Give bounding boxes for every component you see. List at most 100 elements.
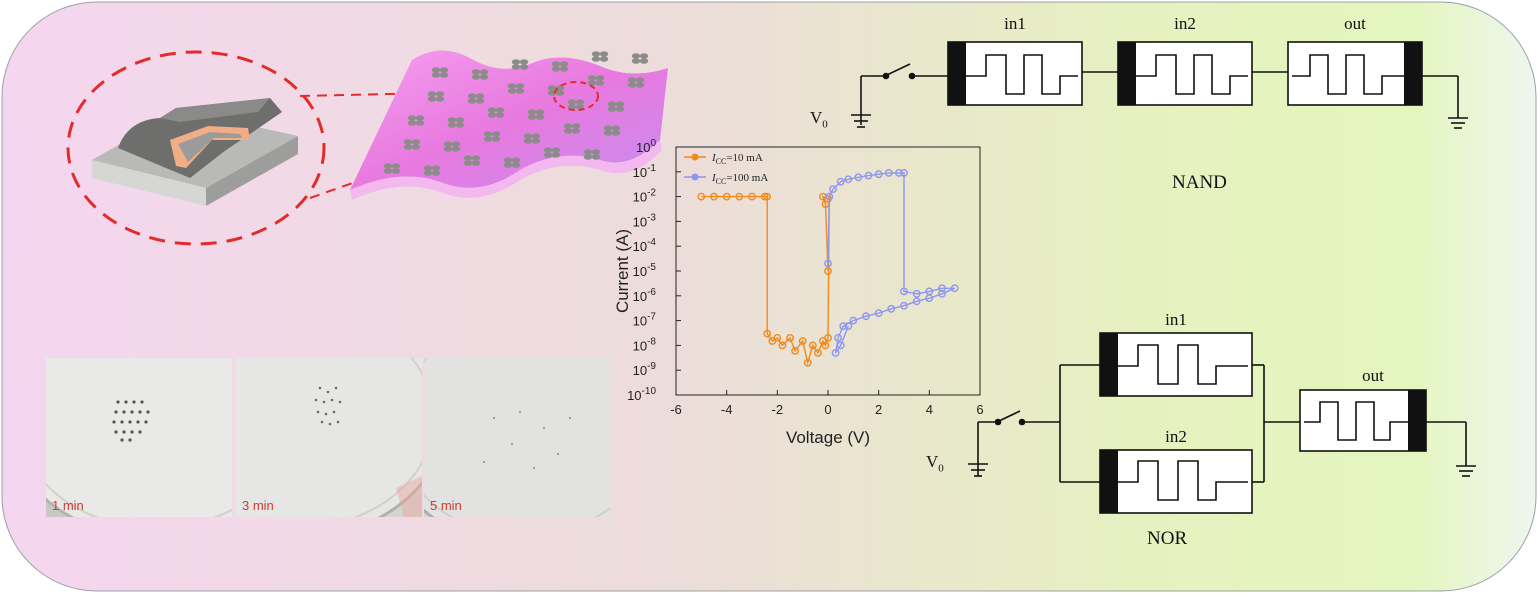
y-axis-title: Current (A): [613, 229, 632, 313]
data-point: [748, 192, 756, 201]
array-device: [487, 107, 505, 118]
array-device: [503, 157, 521, 168]
nand-source-label: V0: [810, 108, 828, 131]
data-point: [831, 348, 840, 357]
nor-circuit: [968, 364, 1476, 483]
array-device: [587, 75, 605, 86]
data-point: [763, 192, 772, 201]
data-point: [839, 322, 848, 330]
data-point: [722, 192, 731, 201]
data-point: [950, 284, 959, 293]
data-point: [900, 168, 908, 177]
dissolution-photo-2: 3 min: [236, 358, 422, 517]
x-tick-label: -6: [670, 402, 682, 417]
array-device: [591, 51, 609, 62]
photo-time-label: 1 min: [52, 498, 84, 513]
y-tick-label: 10-9: [633, 361, 657, 378]
array-device: [443, 141, 461, 152]
array-device: [427, 91, 445, 102]
y-tick-label: 10-7: [633, 312, 657, 329]
array-device: [627, 77, 645, 88]
photo-time-label: 3 min: [242, 498, 274, 513]
y-tick-label: 10-4: [633, 237, 657, 254]
y-tick-label: 10-2: [633, 188, 657, 205]
nor-title: NOR: [1147, 528, 1188, 549]
array-device: [423, 165, 441, 176]
data-point: [836, 341, 845, 350]
nor-gate-in2: [1099, 449, 1253, 514]
x-tick-label: 2: [875, 402, 882, 417]
nor-in1-label: in1: [1165, 310, 1187, 329]
array-device: [527, 109, 545, 120]
data-point: [798, 337, 807, 345]
array-device: [403, 139, 421, 150]
data-point: [825, 192, 834, 201]
data-point: [874, 309, 883, 317]
data-point: [760, 192, 769, 201]
data-point: [834, 333, 842, 342]
data-point: [884, 168, 893, 177]
nor-in2-label: in2: [1165, 427, 1187, 446]
data-point: [912, 297, 921, 306]
nand-gate-in2: [1117, 41, 1253, 106]
data-point: [803, 358, 812, 367]
iv-chart: -6 -4 -2 0 2 4 6 100 10-1 10-2 10-3 10-4 10-5 10-6 10-…: [613, 138, 984, 447]
y-tick-label: 100: [636, 138, 656, 155]
x-tick-label: 4: [926, 402, 933, 417]
data-point: [697, 192, 706, 201]
dissolution-photo-3: 5 min: [424, 358, 610, 517]
data-point: [862, 312, 870, 321]
nor-gate-in1: [1099, 332, 1253, 397]
nand-title: NAND: [1172, 172, 1227, 193]
photo-time-label: 5 min: [430, 498, 462, 513]
nor-gate-out: [1299, 389, 1427, 452]
array-device: [543, 147, 561, 158]
data-point: [808, 341, 817, 350]
array-device: [631, 53, 649, 64]
array-device: [563, 123, 581, 134]
data-point: [778, 341, 787, 350]
data-point: [874, 170, 883, 179]
data-point: [925, 294, 934, 303]
array-device: [507, 83, 525, 94]
data-point: [710, 192, 718, 201]
zoom-circle: [66, 50, 326, 246]
data-point: [844, 322, 853, 330]
nand-in1-label: in1: [1004, 14, 1026, 33]
data-point: [821, 341, 830, 350]
data-point: [735, 192, 744, 201]
y-tick-label: 10-3: [633, 212, 657, 229]
data-point: [786, 333, 794, 342]
data-point: [836, 177, 845, 186]
y-tick-label: 10-5: [633, 262, 657, 279]
x-tick-label: -4: [721, 402, 733, 417]
x-tick-label: 0: [824, 402, 831, 417]
data-point: [824, 267, 832, 275]
x-tick-label: 6: [976, 402, 983, 417]
y-tick-label: 10-1: [633, 163, 657, 180]
y-tick-label: 10-6: [633, 287, 657, 304]
data-point: [829, 185, 837, 194]
data-point: [938, 284, 946, 293]
data-point: [912, 289, 921, 298]
data-point: [938, 289, 946, 298]
array-device: [483, 131, 501, 142]
data-point: [854, 173, 863, 182]
nor-out-label: out: [1362, 366, 1384, 385]
array-device: [583, 149, 601, 160]
legend-series-1: ICC=10 mA: [711, 152, 763, 166]
y-tick-label: 10-8: [633, 336, 657, 353]
array-device: [567, 99, 585, 110]
data-point: [844, 175, 853, 184]
array-device: [471, 69, 489, 80]
data-point: [849, 316, 858, 325]
array-device: [383, 163, 401, 174]
data-point: [763, 329, 772, 338]
data-point: [824, 259, 832, 268]
dissolution-photo-1: 1 min: [46, 358, 232, 517]
data-point: [824, 333, 832, 342]
legend-series-2: ICC=100 mA: [711, 172, 768, 186]
array-device: [407, 115, 425, 126]
data-point: [895, 168, 903, 177]
y-tick-label: 10-10: [627, 386, 656, 403]
